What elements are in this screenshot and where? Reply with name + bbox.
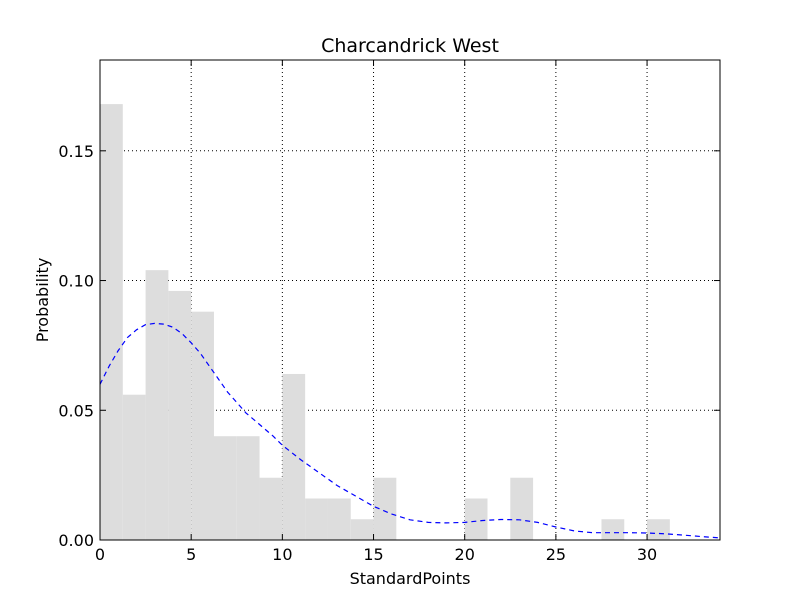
histogram-bars [100,104,670,541]
y-tick-label: 0.00 [58,531,94,550]
y-axis-ticks: 0.00 0.05 0.10 0.15 [58,142,720,550]
grid-lines [99,60,720,541]
histogram-bar [464,498,488,540]
histogram-bar [213,436,237,540]
x-tick-label: 10 [272,545,292,564]
histogram-bar [122,394,146,540]
x-tick-label: 5 [186,545,196,564]
x-tick-label: 20 [455,545,475,564]
histogram-bar [373,477,397,540]
x-axis-ticks: 0 5 10 15 20 25 30 [95,60,657,564]
x-axis-label: StandardPoints [350,569,471,588]
x-tick-label: 25 [546,545,566,564]
chart-title: Charcandrick West [321,35,499,57]
x-tick-label: 30 [637,545,657,564]
y-axis-label: Probability [33,258,52,343]
y-tick-label: 0.10 [58,272,94,291]
histogram-bar [145,270,169,540]
histogram-bar [236,436,260,540]
histogram-bar [510,477,534,540]
x-tick-label: 15 [363,545,383,564]
histogram-bar [647,519,670,540]
histogram-bar [191,311,214,540]
y-tick-label: 0.15 [58,142,94,161]
plot-frame [99,59,721,541]
x-tick-label: 0 [95,545,105,564]
histogram-bar [305,498,328,540]
histogram-bar [601,519,625,540]
y-tick-label: 0.05 [58,401,94,420]
histogram-bar [259,477,283,540]
histogram-bar [350,519,374,540]
histogram-bar [282,373,306,540]
histogram-bar [100,104,123,541]
histogram-bar [327,498,351,540]
histogram-bar [168,290,192,540]
